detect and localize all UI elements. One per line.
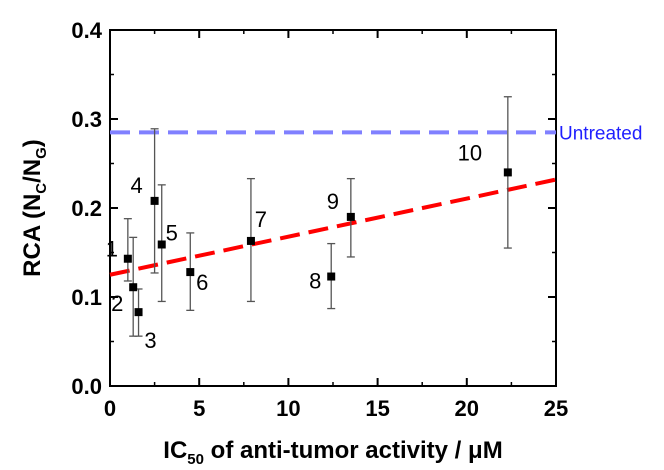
x-tick-label: 15 [365,396,389,421]
point-labels: 1 23 456 7 8 9 10 [106,140,482,353]
y-axis-title-sub1: C [33,183,50,194]
x-axis-title-sub: 50 [187,451,204,468]
y-axis-title-suffix: ) [19,139,46,147]
y-tick-label: 0.4 [71,18,102,43]
data-point-marker [186,268,195,277]
data-point-marker [134,308,143,317]
y-axis-title-prefix: RCA (N [19,194,46,277]
x-axis-title: IC50 of anti-tumor activity / μM [163,437,502,468]
data-point-marker [129,283,138,292]
data-point-marker [150,196,159,205]
axis-ticks: 0 5 10 15 20 250.00.10.20.30.4 [71,18,568,421]
untreated-reference-line: Untreated [110,123,642,144]
y-axis-title-sub2: G [33,147,50,159]
point-label: 5 [166,220,178,245]
data-point-marker [346,212,355,221]
point-label: 4 [130,173,142,198]
x-axis-title-rest: of anti-tumor activity / μM [204,437,503,464]
point-label: 7 [255,207,267,232]
data-point-marker [157,240,166,249]
linear-fit-dashed-line [109,177,557,277]
point-label: 6 [196,270,208,295]
x-tick-label: 5 [193,396,205,421]
point-label: 1 [106,237,118,262]
data-point-marker [503,168,512,177]
point-label: 3 [144,328,156,353]
y-axis-title-mid: /N [19,159,46,183]
point-label: 9 [327,189,339,214]
x-tick-label: 25 [544,396,568,421]
x-tick-label: 20 [455,396,479,421]
x-axis-title-prefix: IC [163,437,187,464]
y-tick-label: 0.1 [71,285,102,310]
data-point-marker [246,236,255,245]
y-axis-title: RCA (NC/NG) [19,139,50,277]
data-point-marker [123,254,132,263]
point-label: 2 [111,291,123,316]
data-point-marker [327,272,336,281]
x-tick-label: 0 [104,396,116,421]
point-label: 8 [309,269,321,294]
x-tick-label: 10 [276,396,300,421]
y-tick-label: 0.3 [71,107,102,132]
point-label: 10 [458,140,482,165]
fit-line [109,177,557,277]
data-markers [123,168,512,317]
y-tick-label: 0.2 [71,196,102,221]
untreated-label: Untreated [559,123,642,144]
y-tick-label: 0.0 [71,374,102,399]
